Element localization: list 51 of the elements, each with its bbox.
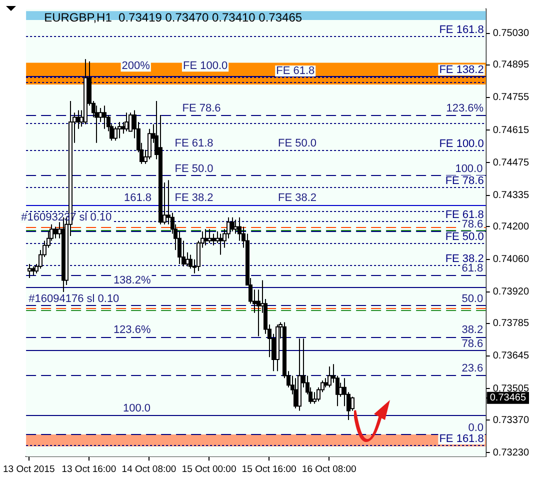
annotation: #16094176 sl 0.10 <box>28 292 120 305</box>
annotation: 23.6 <box>462 362 484 374</box>
annotation: 100.0 <box>123 402 151 414</box>
x-tick-label: 13 Oct 2015 <box>2 464 55 475</box>
annotation: 38.2 <box>462 324 484 336</box>
y-tick-label: 0.73645 <box>492 350 530 362</box>
ref-line-label: FE 161.8 <box>439 24 484 36</box>
annotation: 123.6% <box>446 102 484 114</box>
x-tick-label: 13 Oct 16:00 <box>62 464 116 475</box>
annotation: 200% <box>122 60 150 72</box>
y-tick-label: 0.73920 <box>492 286 530 298</box>
chart-title: EURGBP,H1 0.73419 0.73470 0.73410 0.73465 <box>44 10 302 24</box>
x-tick-label: 16 Oct 08:00 <box>302 464 356 475</box>
annotation: FE 61.8 <box>174 137 214 150</box>
annotation: FE 50.0 <box>174 162 214 175</box>
ref-line-label: FE 78.6 <box>445 175 484 188</box>
y-tick-label: 0.73505 <box>492 383 530 394</box>
ref-line-label: FE 161.8 <box>439 433 484 446</box>
y-tick-label: 0.74475 <box>492 157 530 168</box>
annotation: 0.0 <box>468 422 484 434</box>
x-tick-label: 15 Oct 16:00 <box>242 464 296 475</box>
annotation: 50.0 <box>462 292 484 305</box>
annotation: 161.8 <box>124 192 152 204</box>
annotation: 138.2% <box>113 274 151 286</box>
y-tick-label: 0.73230 <box>492 447 530 458</box>
y-tick-label: 0.74335 <box>492 190 530 202</box>
annotation: FE 78.6 <box>182 102 221 114</box>
ref-line-label: FE 50.0 <box>445 231 484 244</box>
annotation: FE 61.8 <box>276 65 315 77</box>
y-tick-label: 0.73370 <box>492 414 530 426</box>
annotation: 123.6% <box>113 324 151 336</box>
y-tick-label: 0.74200 <box>492 221 530 232</box>
annotation: FE 100.0 <box>182 60 228 72</box>
x-tick-label: 15 Oct 00:00 <box>182 464 236 475</box>
y-tick-label: 0.75030 <box>492 28 530 40</box>
y-tick-label: 0.74060 <box>492 254 530 266</box>
annotation: 78.6 <box>462 338 484 350</box>
annotation: 100.0 <box>455 162 483 175</box>
y-tick-label: 0.73465 <box>490 392 526 404</box>
annotation: FE 38.2 <box>174 192 214 204</box>
annotation: FE 38.2 <box>278 192 317 204</box>
ref-line-label: FE 100.0 <box>439 138 484 150</box>
annotation: FE 50.0 <box>278 137 317 150</box>
annotation: 78.6 <box>462 218 484 231</box>
y-tick-label: 0.74895 <box>492 60 530 71</box>
y-tick-label: 0.74615 <box>492 124 530 136</box>
y-tick-label: 0.73785 <box>492 318 530 330</box>
y-tick-label: 0.74755 <box>492 92 530 104</box>
ref-line-label: FE 138.2 <box>439 64 484 76</box>
annotation: 61.8 <box>462 262 484 275</box>
x-tick-label: 14 Oct 08:00 <box>122 464 176 475</box>
